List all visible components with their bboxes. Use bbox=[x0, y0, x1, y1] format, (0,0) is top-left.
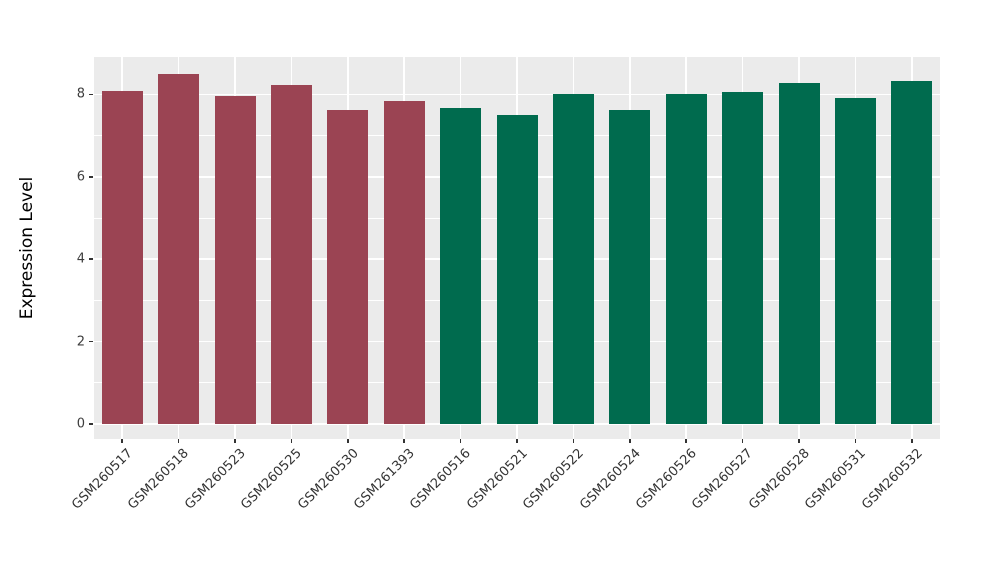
y-tick-mark bbox=[89, 176, 93, 178]
bar-GSM260531 bbox=[834, 98, 876, 424]
bar-GSM260521 bbox=[496, 115, 538, 424]
y-tick-mark bbox=[89, 423, 93, 425]
bar-GSM260517 bbox=[101, 91, 143, 424]
bar-GSM260532 bbox=[891, 80, 933, 424]
gridline-major bbox=[94, 93, 940, 96]
x-tick-mark bbox=[459, 439, 462, 443]
bar-GSM260525 bbox=[270, 85, 312, 424]
x-tick-mark bbox=[234, 439, 236, 443]
x-tick-mark bbox=[121, 439, 123, 443]
x-tick-mark bbox=[290, 439, 293, 443]
x-tick-mark bbox=[741, 439, 744, 443]
gridline-major bbox=[94, 423, 940, 425]
x-tick-mark bbox=[177, 439, 180, 443]
x-tick-mark bbox=[911, 439, 913, 443]
y-tick-label: 8 bbox=[76, 86, 85, 102]
bar-GSM260516 bbox=[440, 107, 482, 424]
bar-GSM260530 bbox=[327, 110, 369, 424]
x-tick-mark bbox=[685, 439, 687, 443]
bar-GSM260518 bbox=[158, 73, 200, 424]
x-tick-mark bbox=[854, 439, 857, 443]
bar-GSM260522 bbox=[552, 94, 594, 424]
bar-GSM260528 bbox=[778, 83, 820, 424]
y-tick-label: 4 bbox=[76, 251, 85, 267]
bar-GSM261393 bbox=[383, 101, 425, 424]
bar-GSM260527 bbox=[722, 91, 764, 424]
y-tick-label: 0 bbox=[76, 416, 85, 432]
y-tick-mark bbox=[89, 258, 93, 260]
y-tick-mark bbox=[89, 93, 93, 96]
bar-GSM260523 bbox=[214, 96, 256, 424]
x-tick-mark bbox=[798, 439, 800, 443]
x-tick-mark bbox=[403, 439, 405, 443]
x-tick-mark bbox=[516, 439, 518, 443]
y-tick-label: 6 bbox=[76, 169, 85, 185]
y-tick-mark bbox=[89, 340, 93, 343]
bar-GSM260524 bbox=[609, 110, 651, 424]
y-tick-label: 2 bbox=[76, 334, 85, 350]
x-tick-mark bbox=[572, 439, 575, 443]
plot-panel bbox=[94, 57, 940, 439]
x-tick-mark bbox=[347, 439, 349, 443]
x-tick-mark bbox=[629, 439, 631, 443]
y-axis-title: Expression Level bbox=[17, 176, 37, 320]
bar-GSM260526 bbox=[665, 94, 707, 424]
